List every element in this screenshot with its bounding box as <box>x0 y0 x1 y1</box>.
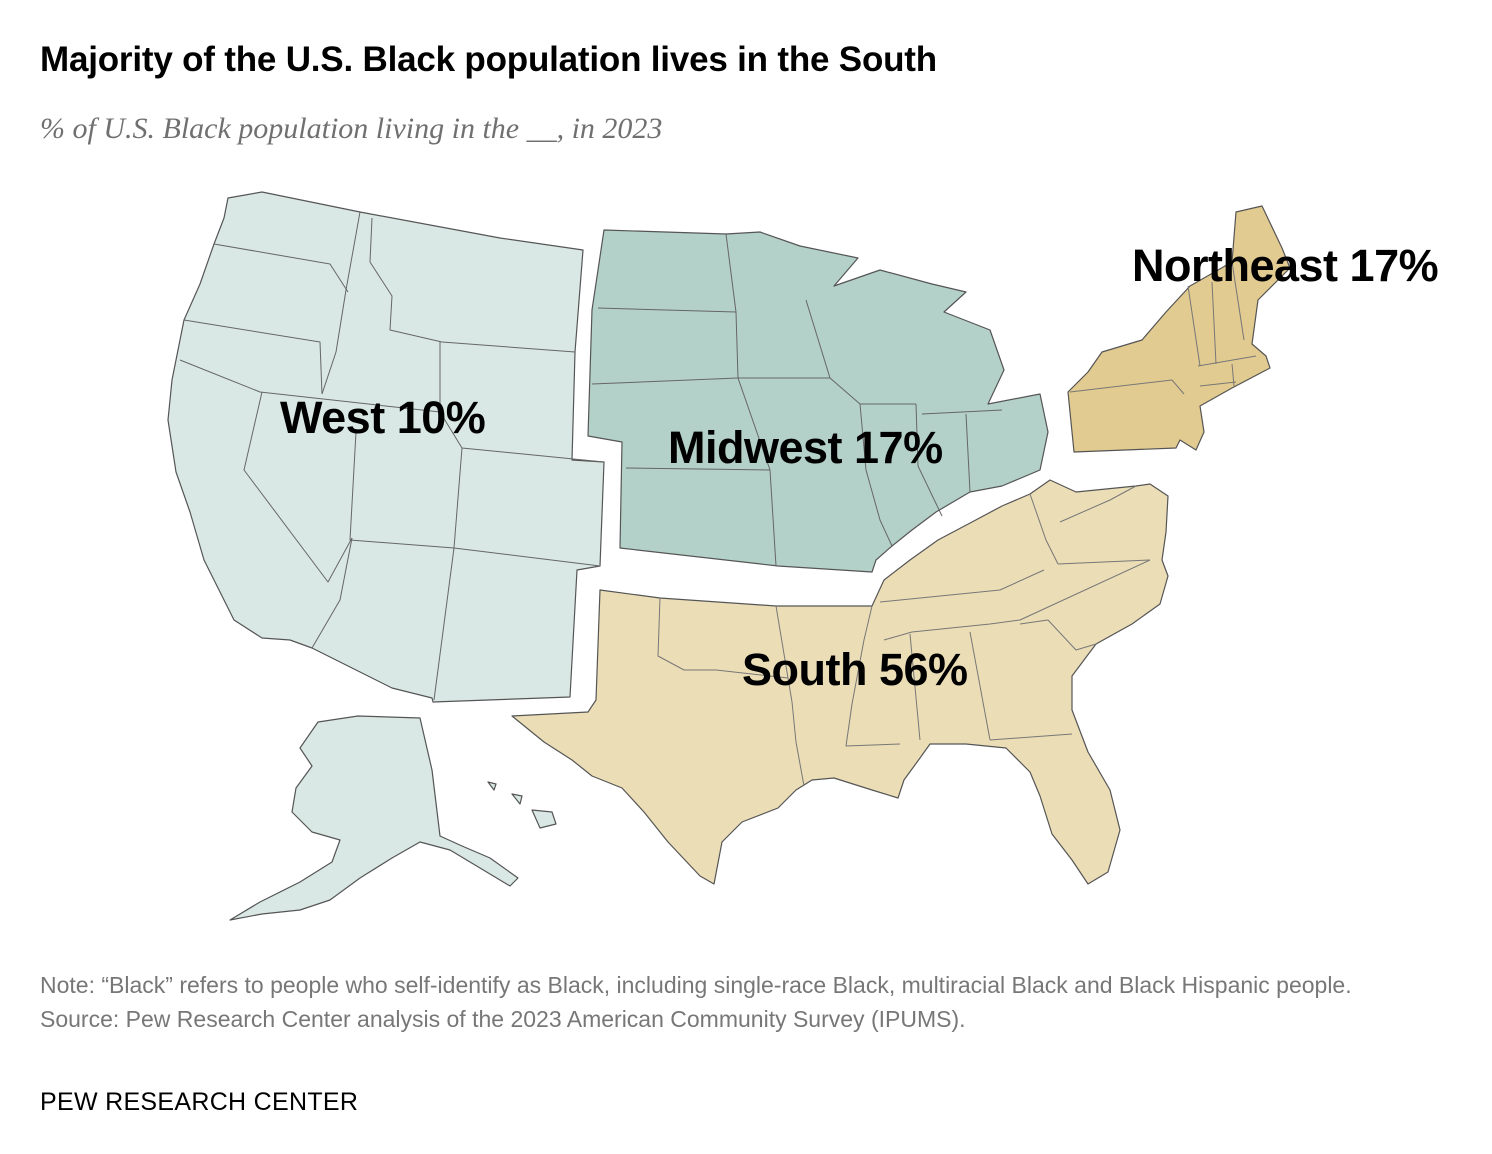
hawaii-shape <box>487 781 557 829</box>
chart-subtitle: % of U.S. Black population living in the… <box>40 112 663 145</box>
region-south <box>511 479 1169 885</box>
us-region-map: West 10% Midwest 17% Northeast 17% South… <box>0 170 1492 950</box>
publisher-logo: PEW RESEARCH CENTER <box>40 1088 359 1116</box>
source-text: Source: Pew Research Center analysis of … <box>40 1006 966 1032</box>
south-shape <box>511 479 1169 885</box>
label-midwest: Midwest 17% <box>668 422 943 473</box>
label-northeast: Northeast 17% <box>1132 240 1439 291</box>
midwest-shape <box>587 229 1049 573</box>
alaska-shape <box>229 715 519 921</box>
footnote: Note: “Black” refers to people who self-… <box>40 968 1450 1036</box>
label-west: West 10% <box>280 392 486 443</box>
northeast-shape <box>1067 205 1291 453</box>
west-state-borders <box>179 211 605 701</box>
region-midwest <box>587 229 1049 573</box>
chart-title: Majority of the U.S. Black population li… <box>40 40 937 79</box>
south-state-borders <box>657 485 1151 787</box>
west-contiguous-shape <box>167 191 605 703</box>
map-svg <box>167 191 1291 921</box>
northeast-state-borders <box>1069 261 1257 395</box>
note-text: Note: “Black” refers to people who self-… <box>40 972 1352 998</box>
region-northeast <box>1067 205 1291 453</box>
label-south: South 56% <box>742 644 968 695</box>
midwest-state-borders <box>591 233 1003 567</box>
region-west <box>167 191 605 921</box>
